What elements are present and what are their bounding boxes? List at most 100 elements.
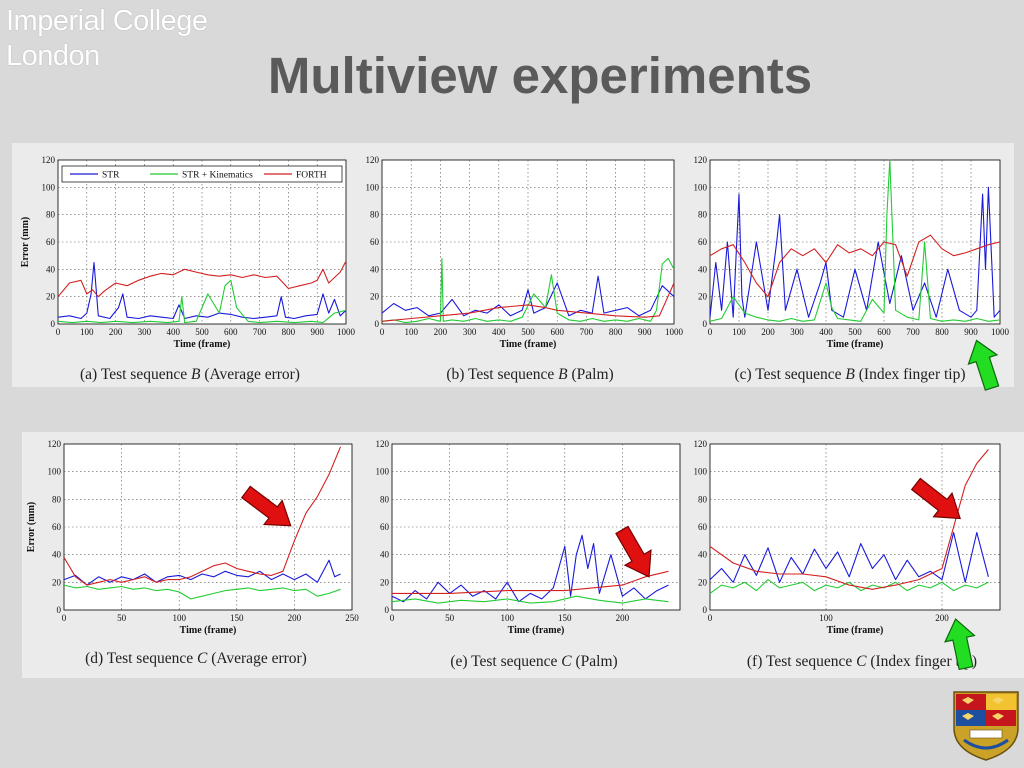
x-tick-label: 200 (109, 327, 123, 337)
caption-a: (a) Test sequence B (Average error) (80, 366, 300, 383)
y-tick-label: 60 (52, 522, 62, 532)
y-tick-label: 100 (694, 467, 708, 477)
y-tick-label: 20 (370, 292, 380, 302)
x-tick-label: 900 (310, 327, 324, 337)
y-tick-label: 0 (51, 319, 56, 329)
x-tick-label: 100 (172, 613, 186, 623)
series-line-str (63, 559, 341, 586)
y-tick-label: 20 (46, 292, 56, 302)
x-tick-label: 0 (62, 613, 67, 623)
y-axis-label: Error (mm) (20, 217, 31, 267)
x-tick-label: 150 (558, 613, 572, 623)
y-tick-label: 100 (366, 182, 380, 192)
y-tick-label: 60 (370, 237, 380, 247)
y-tick-label: 20 (698, 292, 708, 302)
y-tick-label: 80 (370, 210, 380, 220)
y-tick-label: 80 (698, 494, 708, 504)
x-tick-label: 300 (790, 327, 804, 337)
y-tick-label: 120 (376, 439, 390, 449)
series-line-forth (709, 234, 1001, 298)
x-tick-label: 0 (56, 327, 61, 337)
x-tick-label: 900 (638, 327, 652, 337)
x-tick-label: 150 (230, 613, 244, 623)
y-tick-label: 120 (366, 155, 380, 165)
y-tick-label: 0 (385, 605, 390, 615)
x-axis-label: Time (frame) (174, 339, 231, 350)
x-tick-label: 900 (964, 327, 978, 337)
x-tick-label: 600 (224, 327, 238, 337)
x-tick-label: 100 (819, 613, 833, 623)
x-tick-label: 100 (732, 327, 746, 337)
x-tick-label: 100 (80, 327, 94, 337)
series-line-str-kinematics (381, 257, 675, 324)
y-tick-label: 40 (46, 264, 56, 274)
x-tick-label: 600 (877, 327, 891, 337)
series-line-str-kinematics (391, 595, 669, 604)
x-tick-label: 500 (195, 327, 209, 337)
x-tick-label: 250 (345, 613, 359, 623)
college-line1: Imperial College (6, 5, 208, 37)
caption-c: (c) Test sequence B (Index finger tip) (734, 366, 966, 383)
caption-e: (e) Test sequence C (Palm) (450, 653, 618, 670)
x-tick-label: 200 (288, 613, 302, 623)
y-tick-label: 0 (703, 319, 708, 329)
x-axis-label: Time (frame) (508, 625, 565, 636)
y-tick-label: 120 (48, 439, 62, 449)
series-line-forth (709, 449, 989, 590)
x-tick-label: 700 (580, 327, 594, 337)
y-axis-label: Error (mm) (26, 502, 37, 552)
y-tick-label: 60 (380, 522, 390, 532)
x-tick-label: 0 (390, 613, 395, 623)
y-tick-label: 100 (376, 467, 390, 477)
x-tick-label: 400 (166, 327, 180, 337)
x-tick-label: 0 (708, 327, 713, 337)
series-line-forth (57, 260, 347, 298)
y-tick-label: 40 (370, 264, 380, 274)
series-line-str-kinematics (709, 579, 989, 594)
x-tick-label: 300 (463, 327, 477, 337)
y-tick-label: 80 (380, 494, 390, 504)
y-tick-label: 60 (698, 522, 708, 532)
slide-title: Multiview experiments (267, 47, 813, 104)
y-tick-label: 0 (57, 605, 62, 615)
legend-label: STR + Kinematics (182, 171, 253, 181)
y-tick-label: 100 (48, 467, 62, 477)
series-line-forth (63, 446, 342, 586)
chart-f: 0 100 200 0 20 40 60 80 100 120 Time (frame) (694, 439, 1001, 636)
x-axis-label: Time (frame) (180, 625, 237, 636)
x-tick-label: 800 (282, 327, 296, 337)
y-tick-label: 60 (698, 237, 708, 247)
chart-e: 0 50 100 150 200 0 20 40 60 80 100 120 Time (frame) (376, 439, 681, 636)
caption-b: (b) Test sequence B (Palm) (446, 366, 614, 383)
x-tick-label: 200 (935, 613, 949, 623)
x-tick-label: 300 (138, 327, 152, 337)
x-tick-label: 200 (434, 327, 448, 337)
series-line-str (57, 261, 347, 320)
series-line-str (709, 531, 989, 583)
chart-a: 0 100 200 300 400 500 600 700 800 900 1000 0 20 40 60 8… (20, 155, 356, 350)
y-tick-label: 40 (698, 264, 708, 274)
y-tick-label: 0 (703, 605, 708, 615)
y-tick-label: 80 (46, 210, 56, 220)
x-tick-label: 500 (521, 327, 535, 337)
y-tick-label: 20 (698, 577, 708, 587)
chart-c: 0 100 200 300 400 500 600 700 800 900 1000 0 20 40 60 8… (694, 155, 1010, 350)
x-tick-label: 800 (935, 327, 949, 337)
caption-d: (d) Test sequence C (Average error) (85, 650, 307, 667)
caption-f: (f) Test sequence C (Index finger tip) (746, 653, 978, 670)
y-tick-label: 80 (698, 210, 708, 220)
y-tick-label: 20 (380, 577, 390, 587)
college-line2: London (6, 40, 100, 72)
x-tick-label: 700 (253, 327, 267, 337)
y-tick-label: 100 (42, 182, 56, 192)
x-tick-label: 800 (609, 327, 623, 337)
y-tick-label: 80 (52, 494, 62, 504)
series-line-str (709, 186, 1001, 318)
y-tick-label: 120 (694, 439, 708, 449)
y-tick-label: 0 (375, 319, 380, 329)
y-tick-label: 100 (694, 182, 708, 192)
legend-box (61, 165, 343, 183)
x-tick-label: 400 (492, 327, 506, 337)
x-tick-label: 1000 (665, 327, 684, 337)
x-tick-label: 1000 (991, 327, 1010, 337)
